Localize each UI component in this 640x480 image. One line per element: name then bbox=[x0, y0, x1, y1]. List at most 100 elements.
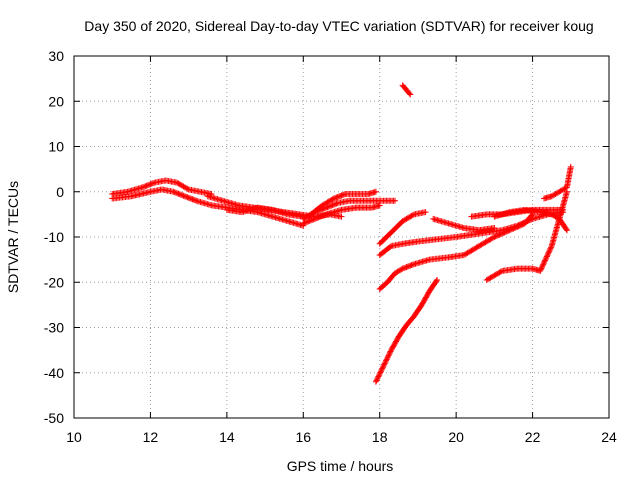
x-tick-label: 12 bbox=[143, 429, 159, 445]
data-point bbox=[400, 265, 407, 272]
data-point bbox=[338, 213, 345, 220]
data-point bbox=[180, 192, 187, 199]
data-point bbox=[545, 250, 552, 257]
data-point bbox=[506, 227, 513, 234]
data-point bbox=[509, 226, 516, 233]
data-point bbox=[378, 366, 385, 373]
x-tick-label: 14 bbox=[219, 429, 235, 445]
data-point bbox=[492, 233, 499, 240]
data-point bbox=[407, 91, 414, 98]
data-point bbox=[519, 221, 526, 228]
series-track-13 bbox=[430, 215, 498, 234]
data-point bbox=[386, 349, 393, 356]
data-point bbox=[399, 265, 406, 272]
data-point bbox=[332, 195, 339, 202]
data-point bbox=[491, 224, 498, 231]
data-point bbox=[176, 191, 183, 198]
data-point bbox=[402, 264, 409, 271]
y-tick-label: -20 bbox=[44, 274, 64, 290]
data-point bbox=[499, 230, 505, 237]
data-point bbox=[376, 202, 383, 209]
data-point bbox=[377, 369, 384, 376]
data-point bbox=[403, 264, 410, 271]
data-point bbox=[184, 185, 191, 192]
data-point bbox=[510, 225, 517, 232]
data-point bbox=[334, 194, 341, 201]
data-point bbox=[392, 197, 398, 204]
y-tick-label: 0 bbox=[56, 184, 64, 200]
data-point bbox=[328, 202, 335, 209]
data-point bbox=[335, 193, 342, 200]
data-point bbox=[563, 226, 570, 233]
data-point bbox=[541, 258, 548, 265]
data-point bbox=[181, 193, 188, 200]
data-point bbox=[175, 190, 182, 197]
x-tick-label: 24 bbox=[601, 429, 617, 445]
data-point bbox=[330, 195, 337, 202]
data-point bbox=[497, 268, 504, 275]
data-point bbox=[383, 356, 390, 363]
data-point bbox=[387, 243, 394, 250]
data-point bbox=[496, 231, 503, 238]
data-point bbox=[497, 231, 504, 238]
data-point bbox=[542, 257, 549, 264]
data-point bbox=[372, 378, 379, 385]
series-track-12 bbox=[399, 82, 414, 98]
data-point bbox=[539, 262, 546, 269]
data-point bbox=[321, 211, 328, 218]
data-point bbox=[539, 264, 546, 271]
data-point bbox=[302, 219, 309, 226]
data-point bbox=[304, 218, 311, 225]
data-point bbox=[491, 234, 498, 240]
data-point bbox=[318, 213, 325, 220]
data-point bbox=[314, 214, 321, 221]
series-track-10 bbox=[376, 211, 536, 293]
data-point bbox=[139, 184, 146, 191]
data-point bbox=[385, 352, 392, 359]
x-axis-label: GPS time / hours bbox=[287, 458, 394, 474]
x-tick-label: 22 bbox=[525, 429, 541, 445]
data-point bbox=[144, 182, 151, 189]
data-point bbox=[337, 193, 344, 200]
data-point bbox=[381, 361, 388, 368]
data-point bbox=[171, 189, 178, 196]
data-point bbox=[178, 191, 184, 198]
data-point bbox=[493, 232, 500, 239]
data-point bbox=[141, 183, 148, 190]
data-point bbox=[185, 194, 192, 201]
data-point bbox=[548, 244, 555, 251]
x-tick-label: 20 bbox=[448, 429, 464, 445]
data-point bbox=[325, 203, 332, 210]
data-point bbox=[542, 256, 549, 263]
data-point bbox=[319, 212, 326, 219]
data-point bbox=[170, 188, 177, 195]
data-point bbox=[383, 357, 390, 364]
data-point bbox=[305, 218, 312, 225]
data-point bbox=[543, 254, 550, 261]
data-point bbox=[142, 183, 149, 190]
y-tick-label: 20 bbox=[48, 93, 64, 109]
data-point bbox=[546, 246, 553, 253]
data-point bbox=[538, 265, 545, 272]
data-point bbox=[495, 232, 502, 239]
data-point bbox=[379, 365, 386, 372]
data-point bbox=[490, 234, 497, 241]
data-point bbox=[537, 267, 544, 274]
y-tick-label: -10 bbox=[44, 229, 64, 245]
axis-ticks: 10 12 14 16 18 20 22 24 -50 -40 -30 -20 -10 0 10 20 30 bbox=[44, 48, 617, 445]
series-track-4 bbox=[223, 204, 307, 220]
data-point bbox=[433, 278, 440, 285]
data-point bbox=[339, 192, 346, 199]
data-point bbox=[148, 180, 155, 187]
y-tick-label: -50 bbox=[44, 410, 64, 426]
data-point bbox=[537, 266, 544, 273]
data-point bbox=[434, 276, 441, 283]
y-tick-label: 30 bbox=[48, 48, 64, 64]
data-point bbox=[502, 228, 509, 235]
y-tick-label: 10 bbox=[48, 139, 64, 155]
data-point bbox=[310, 216, 317, 223]
data-point bbox=[300, 220, 307, 227]
series-track-8 bbox=[376, 209, 429, 247]
data-point bbox=[398, 266, 405, 273]
data-point bbox=[545, 249, 552, 256]
